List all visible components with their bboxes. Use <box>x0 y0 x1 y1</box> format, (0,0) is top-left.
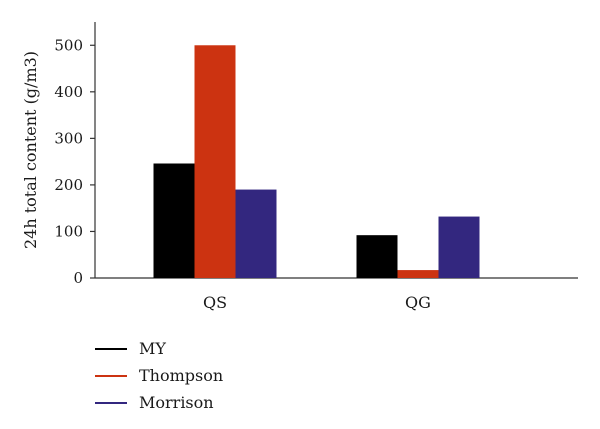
legend-item-morrison: Morrison <box>95 393 214 412</box>
y-tick-label: 300 <box>54 129 83 147</box>
bar-thompson-qg <box>397 270 439 278</box>
bars <box>153 45 480 278</box>
legend-label: MY <box>139 339 166 358</box>
y-ticks: 0 100 200 300 400 500 <box>54 36 95 287</box>
bar-morrison-qs <box>235 189 277 278</box>
x-category-labels: QS QG <box>203 293 431 312</box>
x-category-label: QS <box>203 293 227 312</box>
plot-area: 0 100 200 300 400 500 QS QG <box>54 22 578 312</box>
legend: MY Thompson Morrison <box>95 339 223 412</box>
bar-thompson-qs <box>194 45 236 278</box>
bar-my-qg <box>356 235 398 278</box>
legend-label: Thompson <box>139 366 223 385</box>
y-tick-label: 100 <box>54 222 83 240</box>
bar-my-qs <box>153 163 195 278</box>
y-tick-label: 0 <box>73 269 83 287</box>
x-category-label: QG <box>405 293 431 312</box>
y-axis-title: 24h total content (g/m3) <box>21 51 40 249</box>
y-tick-label: 400 <box>54 83 83 101</box>
y-tick-label: 200 <box>54 176 83 194</box>
legend-item-thompson: Thompson <box>95 366 223 385</box>
bar-morrison-qg <box>438 216 480 278</box>
legend-item-my: MY <box>95 339 166 358</box>
legend-label: Morrison <box>139 393 214 412</box>
y-tick-label: 500 <box>54 36 83 54</box>
